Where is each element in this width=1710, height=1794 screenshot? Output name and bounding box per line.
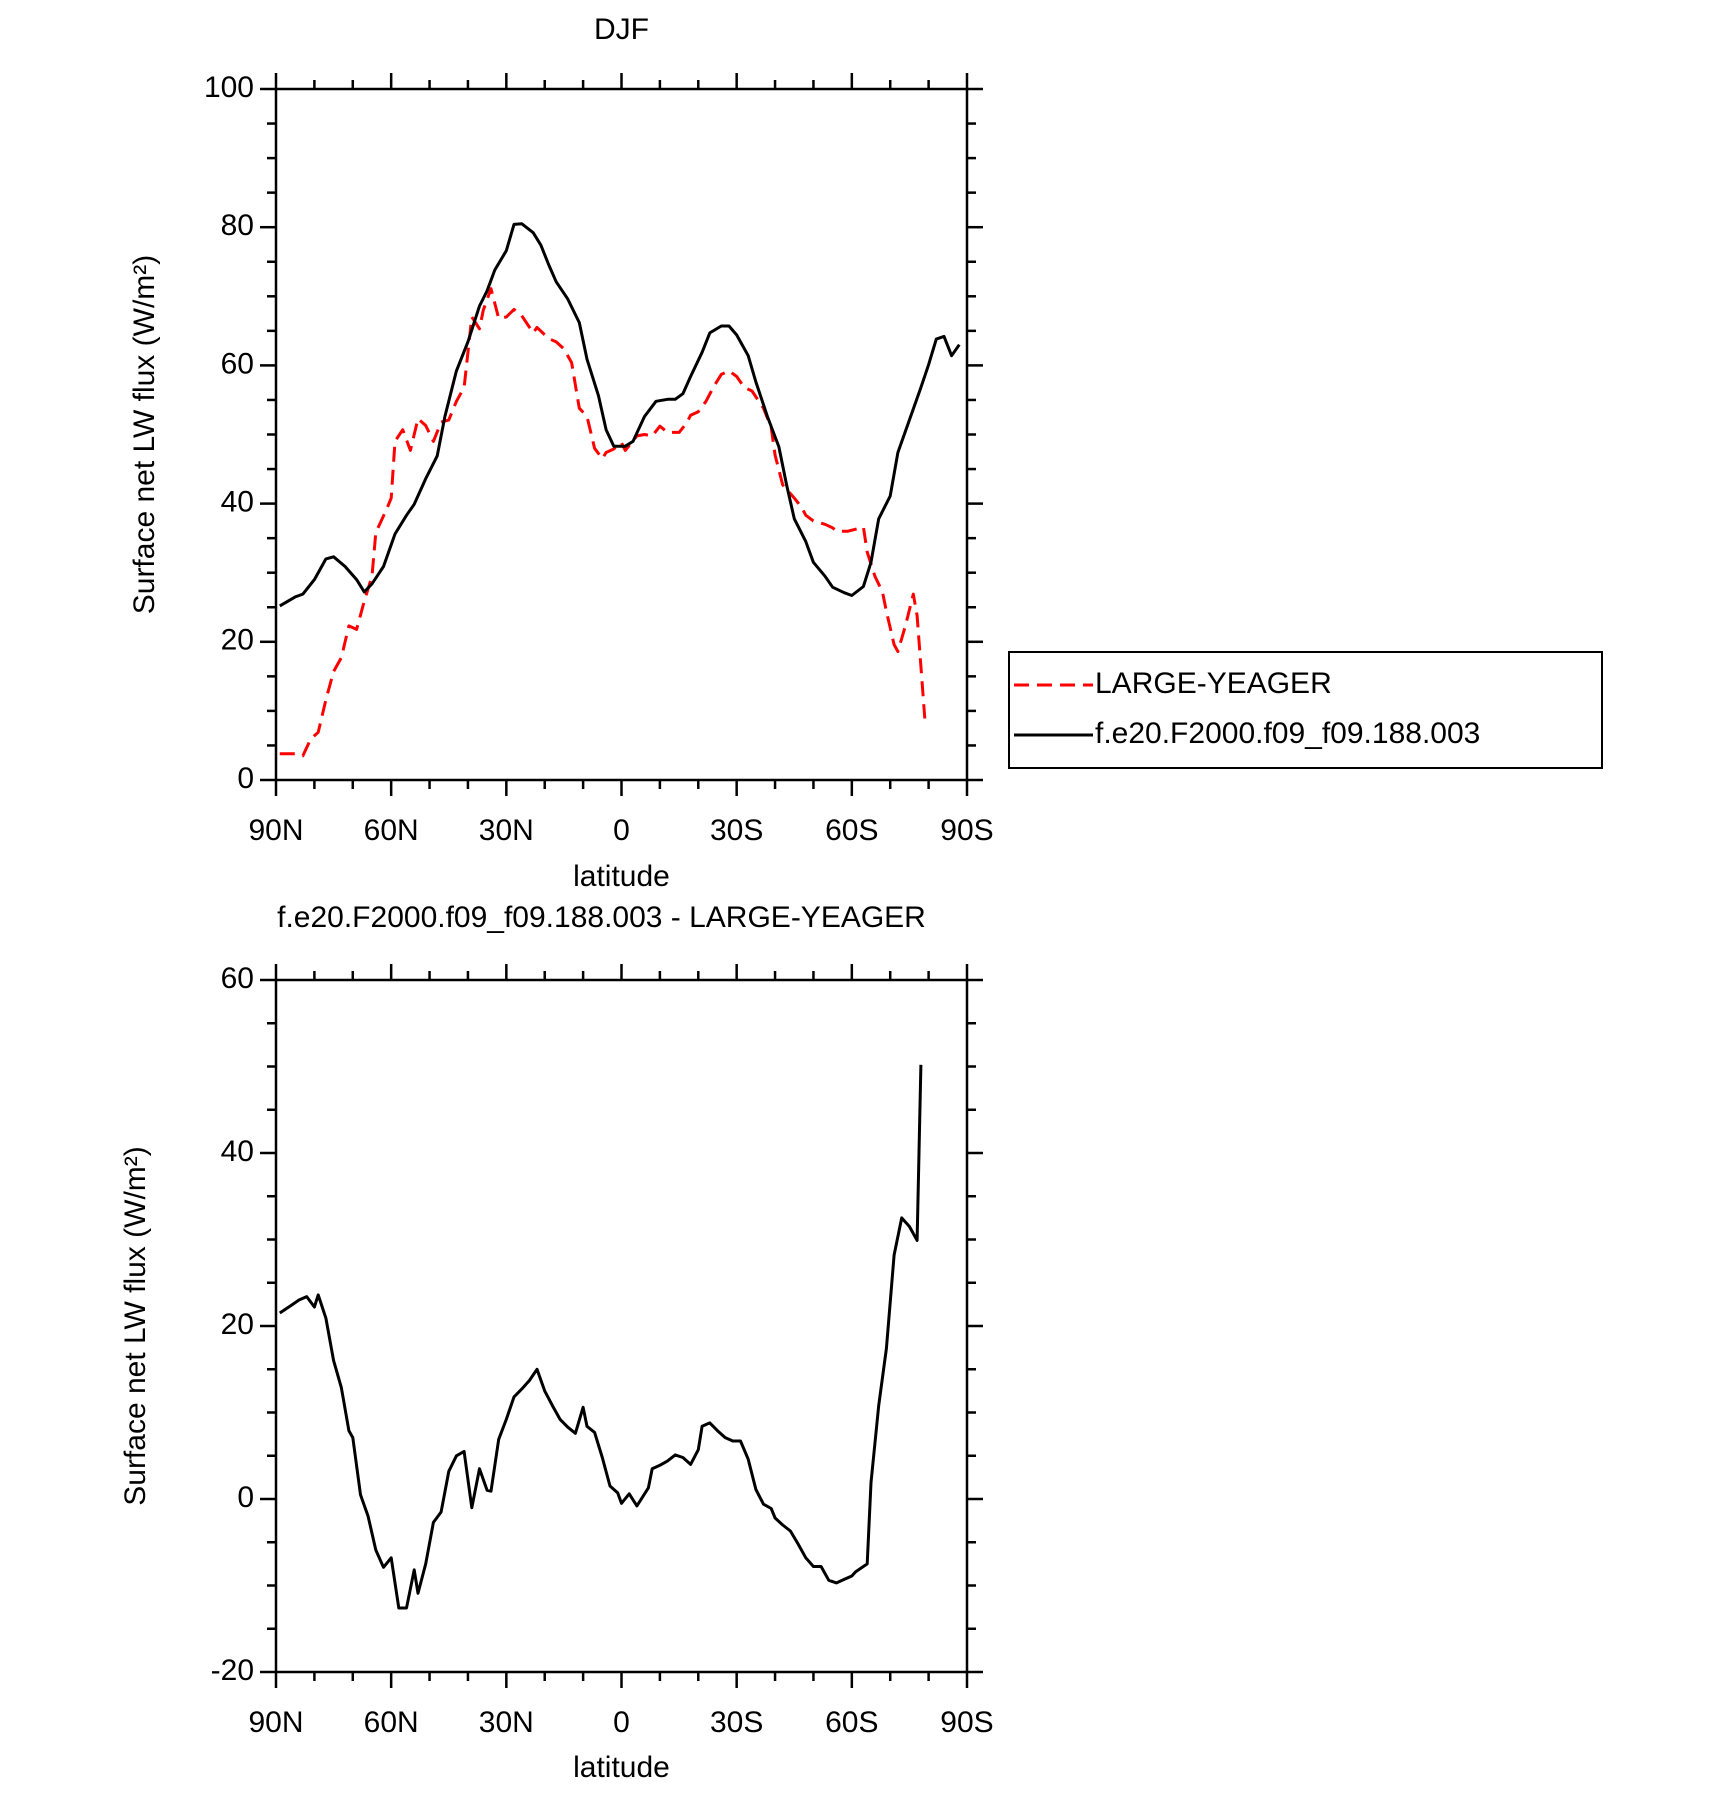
x-tick-label: 90N: [248, 1706, 303, 1739]
y-tick-label: 0: [237, 762, 254, 795]
x-tick-label: 90S: [940, 814, 993, 847]
y-tick-label: 80: [221, 209, 254, 242]
legend-label: LARGE-YEAGER: [1095, 667, 1332, 700]
plot-frame: [274, 87, 969, 782]
x-tick-label: 60N: [364, 1706, 419, 1739]
legend-label: f.e20.F2000.f09_f09.188.003: [1095, 717, 1480, 750]
y-tick-label: 20: [221, 1308, 254, 1341]
y-tick-label: 60: [221, 347, 254, 380]
x-tick-label: 60S: [825, 1706, 878, 1739]
y-tick-label: 60: [221, 962, 254, 995]
x-tick-label: 90N: [248, 814, 303, 847]
x-tick-label: 60N: [364, 814, 419, 847]
x-axis-label: latitude: [573, 1751, 670, 1784]
x-tick-label: 90S: [940, 1706, 993, 1739]
x-tick-label: 0: [613, 1706, 630, 1739]
x-tick-label: 30S: [710, 1706, 763, 1739]
y-axis-label: Surface net LW flux (W/m²): [128, 255, 161, 615]
y-tick-label: 0: [237, 1481, 254, 1514]
y-tick-label: 100: [204, 71, 254, 104]
data-line: [279, 222, 961, 608]
data-line: [279, 287, 927, 758]
x-tick-label: 0: [613, 814, 630, 847]
y-tick-label: 20: [221, 624, 254, 657]
y-tick-label: 40: [221, 1135, 254, 1168]
x-tick-label: 30N: [479, 814, 534, 847]
y-tick-label: 40: [221, 486, 254, 519]
y-tick-label: -20: [211, 1654, 254, 1687]
chart-title: DJF: [594, 13, 649, 46]
chart-title: f.e20.F2000.f09_f09.188.003 - LARGE-YEAG…: [277, 901, 926, 934]
y-axis-label: Surface net LW flux (W/m²): [119, 1146, 152, 1506]
data-line: [278, 1064, 923, 1610]
x-tick-label: 30S: [710, 814, 763, 847]
x-axis-label: latitude: [573, 860, 670, 893]
legend-box: [1008, 651, 1603, 769]
x-tick-label: 30N: [479, 1706, 534, 1739]
x-tick-label: 60S: [825, 814, 878, 847]
